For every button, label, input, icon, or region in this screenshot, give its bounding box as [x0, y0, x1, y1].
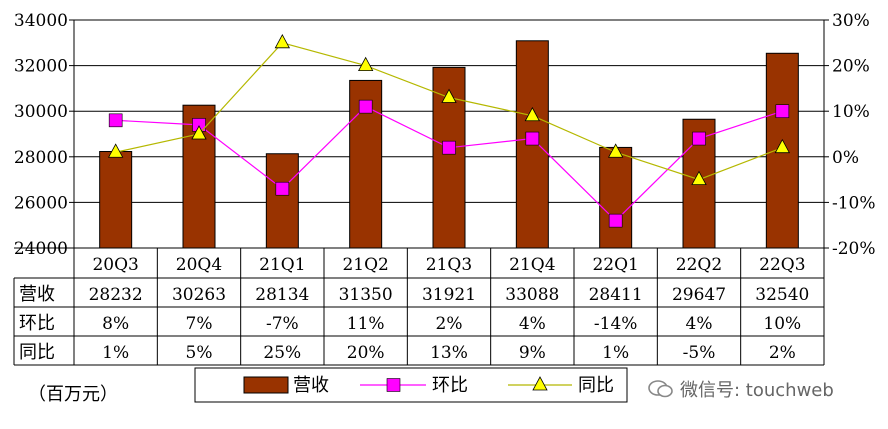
table-cell: -5% [683, 343, 716, 363]
ratio-lines [107, 33, 791, 228]
x-category-label: 20Q3 [92, 255, 138, 275]
marker-yoy [274, 33, 291, 49]
table-cell: -14% [594, 314, 638, 334]
table-cell: 29647 [672, 285, 726, 305]
table-cell: 4% [686, 314, 713, 334]
table-cell: 13% [430, 343, 468, 363]
marker-qoq [608, 213, 623, 228]
marker-yoy [107, 143, 124, 158]
x-category-label: 22Q2 [676, 255, 722, 275]
table-cell: 10% [763, 314, 801, 334]
marker-yoy [607, 143, 624, 158]
bar-revenue [99, 151, 133, 249]
table-cell: 28411 [589, 285, 643, 305]
y-left-tick-label: 34000 [14, 11, 68, 31]
x-category-label: 21Q2 [342, 255, 388, 275]
table-cell: 4% [519, 314, 546, 334]
marker-yoy [357, 56, 374, 71]
table-row-label: 环比 [19, 313, 55, 334]
bar-revenue [599, 146, 633, 249]
y-left-tick-label: 30000 [14, 102, 68, 122]
watermark: 微信号: touchweb [648, 376, 834, 402]
x-category-label: 22Q3 [759, 255, 805, 275]
marker-yoy [441, 88, 457, 103]
y-left-tick-label: 32000 [14, 57, 68, 77]
unit-label: （百万元） [28, 384, 118, 405]
marker-yoy [774, 138, 791, 154]
legend-label: 同比 [578, 375, 614, 396]
table-cell: 31350 [339, 285, 393, 305]
table-cell: 7% [186, 314, 213, 334]
marker-qoq [275, 181, 290, 196]
table-cell: 11% [347, 314, 385, 334]
x-category-label: 20Q4 [176, 255, 222, 275]
marker-yoy [191, 125, 207, 140]
y-left-tick-label: 24000 [14, 239, 68, 259]
table-cell: 1% [602, 343, 629, 363]
marker-qoq [442, 140, 456, 155]
legend-label: 环比 [432, 375, 468, 396]
table-cell: 5% [186, 343, 213, 363]
revenue-bars [99, 40, 799, 249]
wechat-icon [648, 380, 673, 398]
y-right-tick-label: 10% [832, 102, 870, 122]
y-left-tick-label: 28000 [14, 148, 68, 168]
table-cell: 2% [769, 343, 796, 363]
marker-qoq [692, 131, 706, 146]
bar-revenue [349, 79, 383, 249]
table-cell: 33088 [505, 285, 559, 305]
table-cell: 20% [347, 343, 385, 363]
marker-qoq [775, 104, 790, 118]
table-cell: 2% [436, 314, 463, 334]
table-row-label: 同比 [19, 342, 55, 363]
legend-marker-qoq [386, 378, 401, 392]
y-right-tick-label: 30% [832, 11, 870, 31]
y-right-tick-label: -10% [832, 193, 876, 213]
marker-qoq [525, 131, 540, 146]
x-category-label: 21Q4 [509, 255, 555, 275]
legend-swatch-revenue [243, 376, 289, 394]
y-right-tick-label: 20% [832, 57, 870, 77]
bar-revenue [265, 153, 299, 249]
legend-marker-yoy [532, 376, 548, 391]
table-cell: 25% [263, 343, 301, 363]
marker-yoy [524, 106, 541, 122]
marker-qoq [108, 113, 123, 128]
table-cell: 28232 [89, 285, 143, 305]
x-category-label: 21Q1 [259, 255, 305, 275]
y-left-tick-label: 26000 [14, 193, 68, 213]
legend: 营收 环比 同比 [194, 367, 628, 403]
x-category-label: 21Q3 [426, 255, 472, 275]
table-cell: 32540 [755, 285, 809, 305]
table-cell: 31921 [422, 285, 476, 305]
table-cell: 28134 [255, 285, 309, 305]
table-cell: 9% [519, 343, 546, 363]
table-cell: -7% [266, 314, 299, 334]
legend-label: 营收 [293, 375, 329, 396]
y-right-tick-label: 0% [832, 148, 859, 168]
table-row-label: 营收 [19, 284, 55, 305]
axes: 24000 26000 28000 30000 32000 34000 -20% -10% 0%… [14, 11, 876, 259]
y-right-tick-label: -20% [832, 239, 876, 259]
table-cell: 30263 [172, 285, 226, 305]
table-cell: 8% [102, 314, 129, 334]
marker-yoy [691, 170, 707, 186]
watermark-text: 微信号: touchweb [680, 380, 834, 401]
marker-qoq [358, 99, 373, 114]
x-category-label: 22Q1 [592, 255, 638, 275]
table-cell: 1% [102, 343, 129, 363]
data-table: 20Q3 20Q4 21Q1 21Q2 21Q3 21Q4 22Q1 22Q2 22Q3 营收 28… [13, 247, 825, 366]
